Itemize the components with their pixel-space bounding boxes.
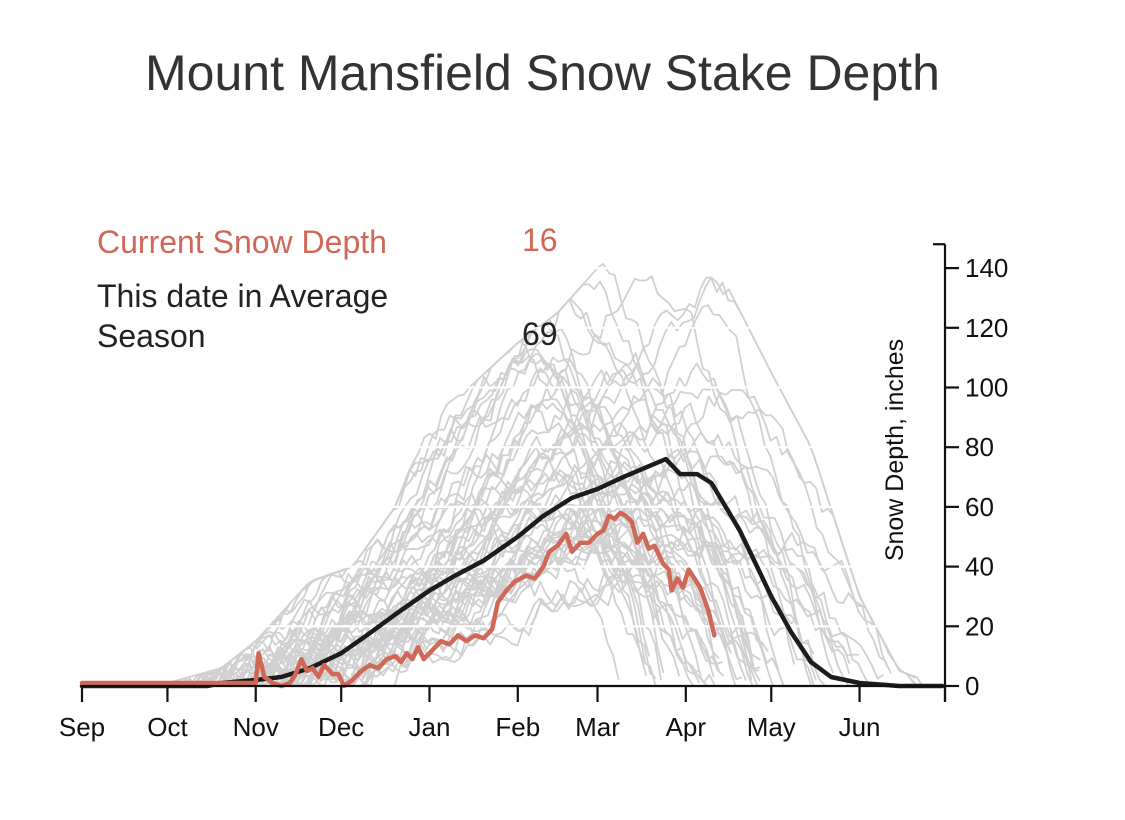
historical-season-line — [207, 318, 665, 684]
historical-season-line — [338, 460, 785, 687]
y-tick-label: 60 — [965, 492, 994, 522]
series-layer — [79, 456, 945, 689]
y-tick-label: 40 — [965, 552, 994, 582]
historical-season-line — [288, 539, 826, 687]
historical-season-line — [234, 368, 720, 687]
legend-average-value: 69 — [522, 316, 558, 352]
x-tick-label: Apr — [666, 712, 707, 742]
y-tick-label: 20 — [965, 611, 994, 641]
y-tick-label: 120 — [965, 313, 1008, 343]
y-axis-label: Snow Depth, inches — [881, 339, 909, 561]
y-tick-label: 0 — [965, 671, 979, 701]
x-tick-label: Feb — [495, 712, 540, 742]
gridlines — [82, 267, 885, 628]
legend-average-label: This date in Average Season — [97, 278, 389, 354]
current-season-line — [79, 510, 717, 689]
historical-season-line — [189, 398, 732, 687]
historical-season-line — [247, 275, 796, 687]
legend-current-value: 16 — [522, 222, 558, 258]
y-tick-label: 140 — [965, 253, 1008, 283]
legend-current-label: Current Snow Depth — [97, 224, 387, 260]
historical-season-line — [240, 340, 681, 687]
historical-season-line — [288, 355, 695, 687]
x-tick-label: Oct — [147, 712, 188, 742]
x-tick-label: Sep — [59, 712, 105, 742]
x-tick-label: Mar — [575, 712, 620, 742]
historical-season-line — [218, 493, 716, 687]
historical-season-line — [310, 352, 779, 679]
historical-season-line — [306, 276, 924, 687]
historical-season-line — [176, 446, 657, 687]
x-tick-label: Nov — [233, 712, 279, 742]
historical-season-line — [204, 298, 759, 687]
x-tick-label: Jan — [409, 712, 451, 742]
axes: Sep Oct Nov Dec Jan Feb Mar Apr May Jun 0 20 40 60 80 1… — [59, 243, 1008, 742]
x-tick-label: Jun — [839, 712, 881, 742]
y-tick-label: 100 — [965, 373, 1008, 403]
x-tick-label: May — [747, 712, 796, 742]
x-tick-label: Dec — [318, 712, 364, 742]
y-tick-label: 80 — [965, 432, 994, 462]
chart-title: Mount Mansfield Snow Stake Depth — [145, 45, 940, 101]
historical-season-line — [295, 431, 850, 687]
